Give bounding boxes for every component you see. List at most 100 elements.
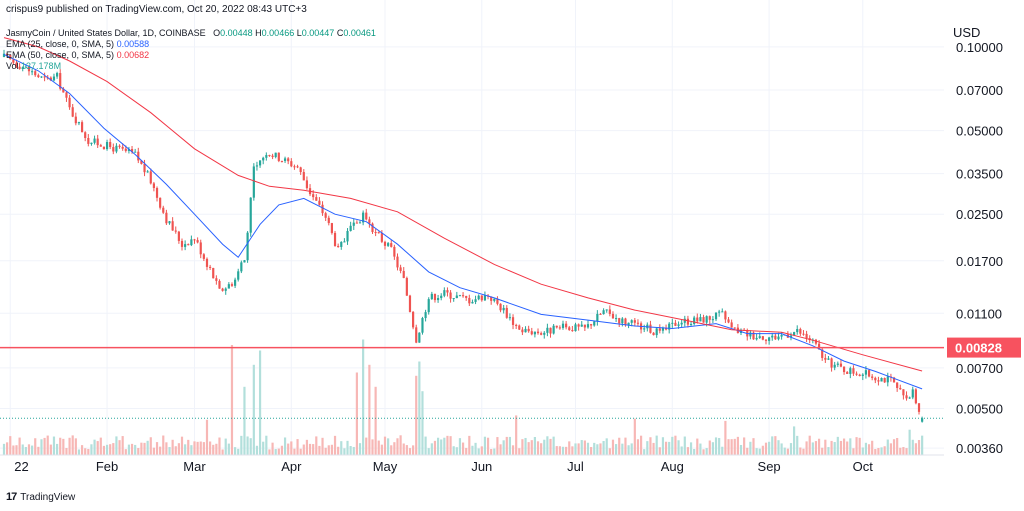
candle-body: [140, 160, 143, 164]
volume-bar: [184, 444, 187, 455]
low-label: L: [296, 28, 302, 38]
candle-body: [252, 166, 255, 198]
volume-bar: [733, 438, 736, 455]
volume-bar: [664, 441, 668, 455]
candle-body: [43, 76, 46, 78]
volume-bar: [786, 448, 789, 455]
candle-body: [511, 317, 515, 325]
candle-body: [842, 366, 846, 373]
volume-bar: [21, 444, 24, 455]
ohlc-values: O0.00448 H0.00466 L0.00447 C0.00461: [213, 28, 376, 38]
volume-bar: [12, 445, 15, 455]
candle-body: [87, 137, 90, 144]
horizontal-line[interactable]: [0, 346, 944, 419]
volume-bar: [90, 444, 93, 455]
volume-bar: [486, 437, 490, 455]
candle-body: [546, 327, 549, 333]
volume-bar: [118, 440, 121, 455]
candle-body: [505, 307, 508, 318]
volume-bar: [349, 446, 352, 455]
symbol-title: JasmyCoin / United States Dollar, 1D, CO…: [6, 28, 206, 38]
volume-bar: [162, 435, 165, 455]
volume-bar: [31, 445, 34, 455]
candle-body: [649, 324, 652, 333]
volume-bar: [789, 443, 793, 455]
ema50-line: [3, 37, 923, 372]
volume-bar: [830, 440, 833, 455]
volume-bar: [736, 436, 739, 455]
candle-body: [74, 116, 77, 124]
candle-body: [343, 241, 346, 243]
candle-body: [480, 295, 483, 301]
time-axis[interactable]: 22 Feb Mar Apr May Jun Jul Aug Sep Oct: [0, 454, 944, 474]
volume-bar: [639, 435, 643, 455]
volume-bar: [468, 435, 471, 455]
ema50-legend-row[interactable]: EMA (50, close, 0, SMA, 5) 0.00682: [6, 50, 376, 61]
candle-body: [899, 387, 902, 390]
candle-body: [84, 132, 87, 138]
candle-body: [827, 358, 830, 360]
volume-bar: [174, 446, 177, 455]
ema25-line: [3, 53, 923, 390]
volume-bar: [490, 449, 493, 455]
symbol-legend-row[interactable]: JasmyCoin / United States Dollar, 1D, CO…: [6, 28, 376, 39]
volume-legend-row[interactable]: Vol 137.178M: [6, 61, 376, 72]
ema25-legend-row[interactable]: EMA (25, close, 0, SMA, 5) 0.00588: [6, 39, 376, 50]
volume-bar: [302, 444, 305, 455]
candle-body: [436, 298, 440, 301]
volume-bar: [530, 440, 533, 455]
volume-bar: [59, 437, 62, 455]
candle-body: [162, 207, 165, 213]
volume-bar: [711, 442, 714, 455]
chart-grid: [0, 0, 944, 455]
candle-body: [502, 307, 505, 311]
volume-bar: [808, 435, 811, 455]
volume-bar: [87, 448, 90, 455]
volume-bar: [65, 448, 68, 455]
candle-body: [277, 152, 280, 161]
candle-body: [633, 320, 636, 323]
candle-body: [793, 332, 796, 336]
candlesticks: [2, 49, 924, 423]
candle-body: [408, 295, 412, 312]
volume-bar: [390, 445, 393, 455]
candle-body: [318, 200, 321, 205]
candle-body: [99, 145, 102, 147]
candle-body: [917, 403, 921, 412]
volume-bar: [689, 442, 693, 455]
volume-bar: [814, 441, 818, 455]
candle-body: [34, 71, 37, 76]
volume-bar: [418, 361, 421, 455]
x-tick-label: 22: [14, 459, 28, 474]
volume-bar: [558, 446, 561, 455]
candle-body: [412, 311, 415, 328]
candle-body: [830, 358, 833, 368]
volume-bar: [546, 436, 549, 455]
volume-bar: [636, 439, 640, 455]
volume-bar: [605, 438, 608, 455]
candle-body: [571, 330, 574, 332]
candle-body: [365, 212, 368, 220]
candle-body: [871, 376, 874, 378]
candle-body: [764, 339, 768, 341]
volume-bar: [596, 444, 599, 455]
tradingview-logo[interactable]: 17 TradingView: [6, 491, 75, 503]
volume-bar: [521, 439, 524, 455]
candle-body: [274, 152, 277, 158]
volume-bar: [793, 426, 796, 455]
candle-body: [774, 335, 777, 340]
volume-bar: [474, 442, 477, 455]
x-tick-label: Sep: [758, 459, 781, 474]
volume-bar: [243, 386, 246, 455]
candle-body: [433, 293, 437, 301]
candle-body: [864, 370, 868, 375]
volume-bar: [914, 443, 917, 455]
x-tick-label: Feb: [96, 459, 118, 474]
volume-bar: [540, 443, 543, 455]
volume-bar: [721, 446, 724, 455]
candle-body: [312, 194, 315, 198]
volume-bar: [852, 448, 855, 455]
volume-bar: [861, 447, 864, 455]
